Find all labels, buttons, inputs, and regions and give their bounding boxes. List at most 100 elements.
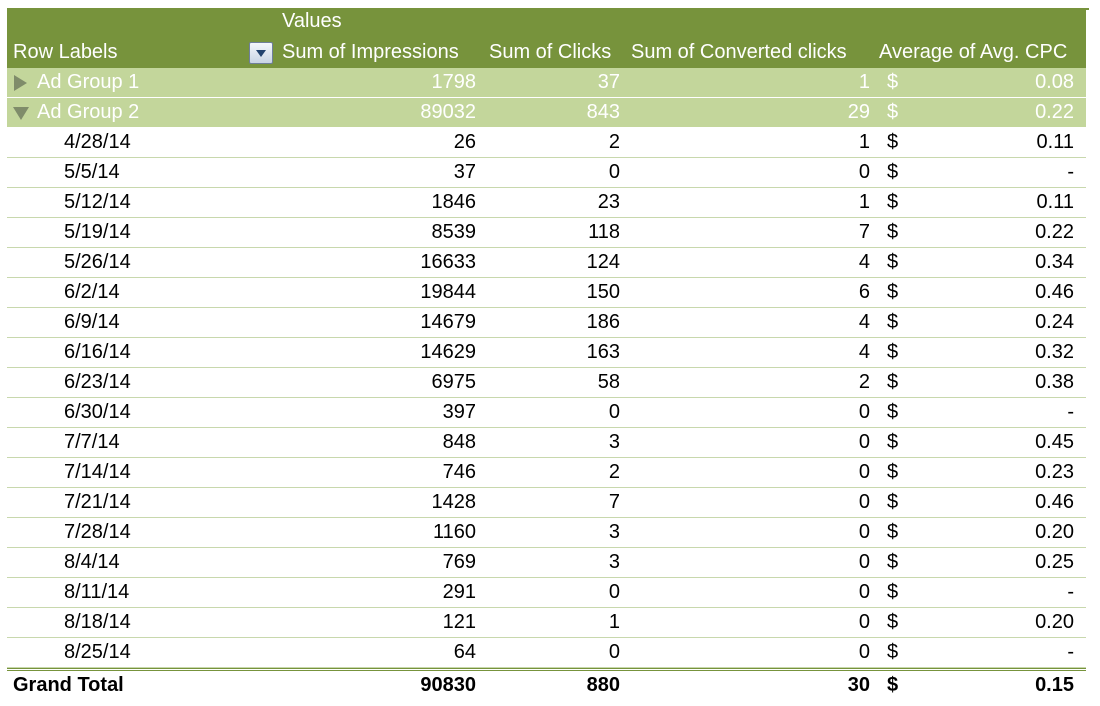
cell-converted[interactable]: 0 — [858, 641, 870, 663]
date-label[interactable]: 7/14/14 — [64, 461, 131, 483]
cell-cpc[interactable]: 0.45 — [1035, 431, 1074, 453]
cell-impressions[interactable]: 14679 — [420, 311, 476, 333]
cell-cpc[interactable]: 0.11 — [1036, 131, 1074, 153]
cell-cpc[interactable]: 0.34 — [1035, 251, 1074, 273]
date-row[interactable]: 8/4/14 769 3 0 $0.25 — [7, 548, 1086, 578]
date-row[interactable]: 6/23/14 6975 58 2 $0.38 — [7, 368, 1086, 398]
ad-group-row[interactable]: Ad Group 2 89032 843 29 $0.22 — [7, 98, 1086, 128]
date-row[interactable]: 4/28/14 26 2 1 $0.11 — [7, 128, 1086, 158]
date-row[interactable]: 5/12/14 1846 23 1 $0.11 — [7, 188, 1086, 218]
cell-converted[interactable]: 6 — [858, 281, 870, 303]
date-row[interactable]: 6/16/14 14629 163 4 $0.32 — [7, 338, 1086, 368]
date-label[interactable]: 7/21/14 — [64, 491, 131, 513]
cell-cpc[interactable]: 0.11 — [1036, 191, 1074, 213]
cell-converted[interactable]: 0 — [858, 581, 870, 603]
header-sum-impressions[interactable]: Sum of Impressions — [282, 41, 459, 63]
cell-impressions[interactable]: 397 — [442, 401, 476, 423]
cell-clicks[interactable]: 163 — [586, 341, 620, 363]
cell-clicks[interactable]: 124 — [586, 251, 620, 273]
cell-converted[interactable]: 0 — [858, 551, 870, 573]
cell-clicks[interactable]: 23 — [597, 191, 620, 213]
cell-cpc[interactable]: 0.38 — [1035, 371, 1074, 393]
cell-cpc[interactable]: 0.46 — [1035, 491, 1074, 513]
date-label[interactable]: 5/12/14 — [64, 191, 131, 213]
cell-impressions[interactable]: 1846 — [431, 191, 477, 213]
date-label[interactable]: 6/9/14 — [64, 311, 120, 333]
date-label[interactable]: 8/11/14 — [64, 581, 130, 603]
cell-impressions[interactable]: 291 — [442, 581, 476, 603]
ad-group-label[interactable]: Ad Group 1 — [37, 71, 140, 93]
cell-impressions[interactable]: 26 — [453, 131, 476, 153]
cell-clicks[interactable]: 0 — [608, 581, 620, 603]
cell-impressions[interactable]: 6975 — [431, 371, 477, 393]
date-row[interactable]: 7/21/14 1428 7 0 $0.46 — [7, 488, 1086, 518]
date-label[interactable]: 7/7/14 — [64, 431, 120, 453]
cell-cpc[interactable]: 0.23 — [1035, 461, 1074, 483]
date-label[interactable]: 6/23/14 — [64, 371, 131, 393]
date-label[interactable]: 8/4/14 — [64, 551, 120, 573]
header-sum-converted-clicks[interactable]: Sum of Converted clicks — [631, 41, 847, 63]
cell-clicks[interactable]: 0 — [608, 641, 620, 663]
expand-triangle-icon[interactable] — [14, 75, 27, 91]
date-label[interactable]: 8/18/14 — [64, 611, 131, 633]
ad-group-label[interactable]: Ad Group 2 — [37, 101, 140, 123]
cell-converted[interactable]: 1 — [858, 131, 870, 153]
cell-cpc[interactable]: 0.46 — [1035, 281, 1074, 303]
cell-clicks[interactable]: 0 — [608, 161, 620, 183]
cell-cpc[interactable]: 0.20 — [1035, 521, 1074, 543]
cell-converted[interactable]: 29 — [847, 101, 870, 123]
cell-converted[interactable]: 0 — [858, 491, 870, 513]
cell-converted[interactable]: 0 — [858, 461, 870, 483]
date-row[interactable]: 8/25/14 64 0 0 $ - — [7, 638, 1086, 668]
cell-converted[interactable]: 7 — [858, 221, 870, 243]
cell-clicks[interactable]: 1 — [608, 611, 620, 633]
cell-clicks[interactable]: 3 — [608, 431, 620, 453]
date-label[interactable]: 4/28/14 — [64, 131, 131, 153]
date-row[interactable]: 7/7/14 848 3 0 $0.45 — [7, 428, 1086, 458]
cell-impressions[interactable]: 14629 — [420, 341, 476, 363]
date-row[interactable]: 6/9/14 14679 186 4 $0.24 — [7, 308, 1086, 338]
header-sum-clicks[interactable]: Sum of Clicks — [489, 41, 612, 63]
cell-impressions[interactable]: 1160 — [432, 521, 476, 543]
header-average-cpc[interactable]: Average of Avg. CPC — [879, 41, 1068, 63]
cell-cpc[interactable]: 0.08 — [1035, 71, 1074, 93]
cell-clicks[interactable]: 2 — [608, 131, 620, 153]
date-label[interactable]: 5/19/14 — [64, 221, 131, 243]
cell-impressions[interactable]: 19844 — [420, 281, 476, 303]
cell-impressions[interactable]: 16633 — [420, 251, 476, 273]
grand-total-converted[interactable]: 30 — [847, 674, 870, 696]
date-row[interactable]: 5/19/14 8539 118 7 $0.22 — [7, 218, 1086, 248]
cell-cpc[interactable]: 0.22 — [1035, 221, 1074, 243]
cell-converted[interactable]: 1 — [858, 191, 870, 213]
cell-cpc[interactable]: - — [1067, 641, 1074, 663]
cell-cpc[interactable]: - — [1067, 161, 1074, 183]
date-label[interactable]: 8/25/14 — [64, 641, 131, 663]
cell-cpc[interactable]: 0.32 — [1035, 341, 1074, 363]
cell-converted[interactable]: 2 — [858, 371, 870, 393]
date-label[interactable]: 5/5/14 — [64, 161, 120, 183]
grand-total-row[interactable]: Grand Total 90830 880 30 $ 0.15 — [7, 668, 1086, 701]
cell-clicks[interactable]: 37 — [597, 71, 620, 93]
date-row[interactable]: 5/26/14 16633 124 4 $0.34 — [7, 248, 1086, 278]
cell-cpc[interactable]: 0.22 — [1035, 101, 1074, 123]
cell-converted[interactable]: 4 — [858, 341, 870, 363]
collapse-triangle-icon[interactable] — [13, 107, 29, 120]
cell-cpc[interactable]: - — [1067, 401, 1074, 423]
date-label[interactable]: 6/16/14 — [64, 341, 131, 363]
date-row[interactable]: 7/14/14 746 2 0 $0.23 — [7, 458, 1086, 488]
date-label[interactable]: 6/2/14 — [64, 281, 120, 303]
cell-converted[interactable]: 0 — [858, 431, 870, 453]
cell-clicks[interactable]: 58 — [597, 371, 620, 393]
date-row[interactable]: 7/28/14 1160 3 0 $0.20 — [7, 518, 1086, 548]
cell-impressions[interactable]: 121 — [442, 611, 476, 633]
cell-converted[interactable]: 4 — [858, 251, 870, 273]
cell-impressions[interactable]: 37 — [453, 161, 476, 183]
date-label[interactable]: 7/28/14 — [64, 521, 131, 543]
date-row[interactable]: 8/11/14 291 0 0 $ - — [7, 578, 1086, 608]
date-row[interactable]: 5/5/14 37 0 0 $ - — [7, 158, 1086, 188]
date-label[interactable]: 5/26/14 — [64, 251, 131, 273]
ad-group-row[interactable]: Ad Group 1 1798 37 1 $0.08 — [7, 68, 1086, 98]
cell-cpc[interactable]: 0.24 — [1035, 311, 1074, 333]
cell-cpc[interactable]: 0.20 — [1035, 611, 1074, 633]
cell-clicks[interactable]: 118 — [588, 221, 620, 243]
